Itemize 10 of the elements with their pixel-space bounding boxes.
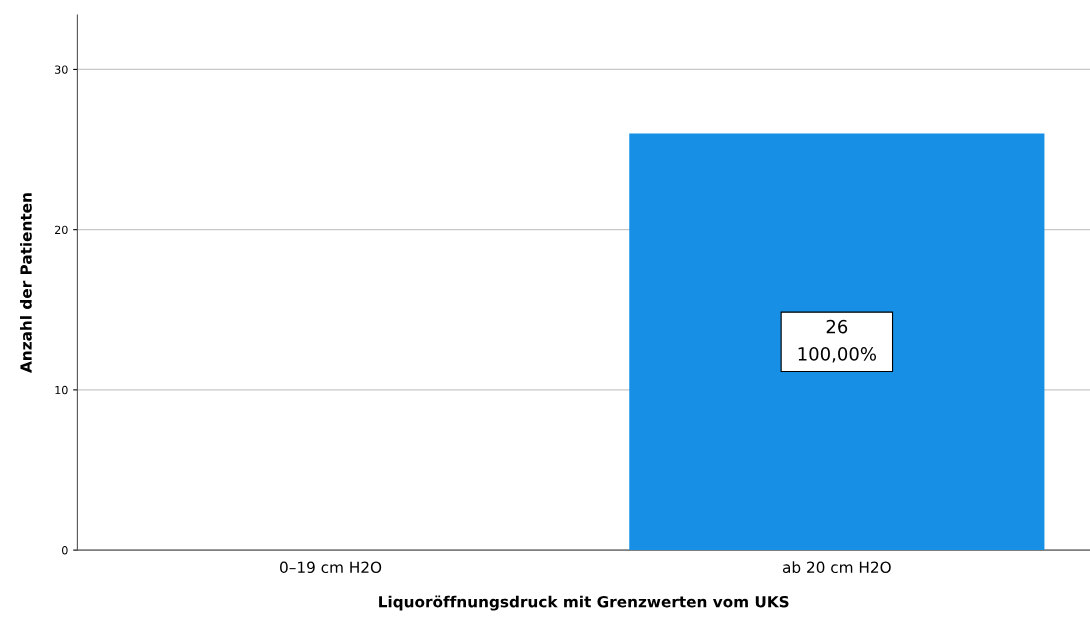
x-axis-title: Liquoröffnungsdruck mit Grenzwerten vom UKS xyxy=(379,595,789,611)
y-tick-label: 20 xyxy=(55,225,68,235)
y-tick-label: 10 xyxy=(55,385,68,395)
annotation: 100,00% xyxy=(798,347,877,363)
y-axis-title: Anzahl der Patienten xyxy=(19,193,32,373)
x-tick-label: ab 20 cm H2O xyxy=(782,561,891,574)
x-tick-label: 0–19 cm H2O xyxy=(280,561,382,574)
y-tick-label: 30 xyxy=(55,65,68,74)
data-label: 26 xyxy=(826,319,848,334)
y-tick-label: 0 xyxy=(62,546,68,555)
